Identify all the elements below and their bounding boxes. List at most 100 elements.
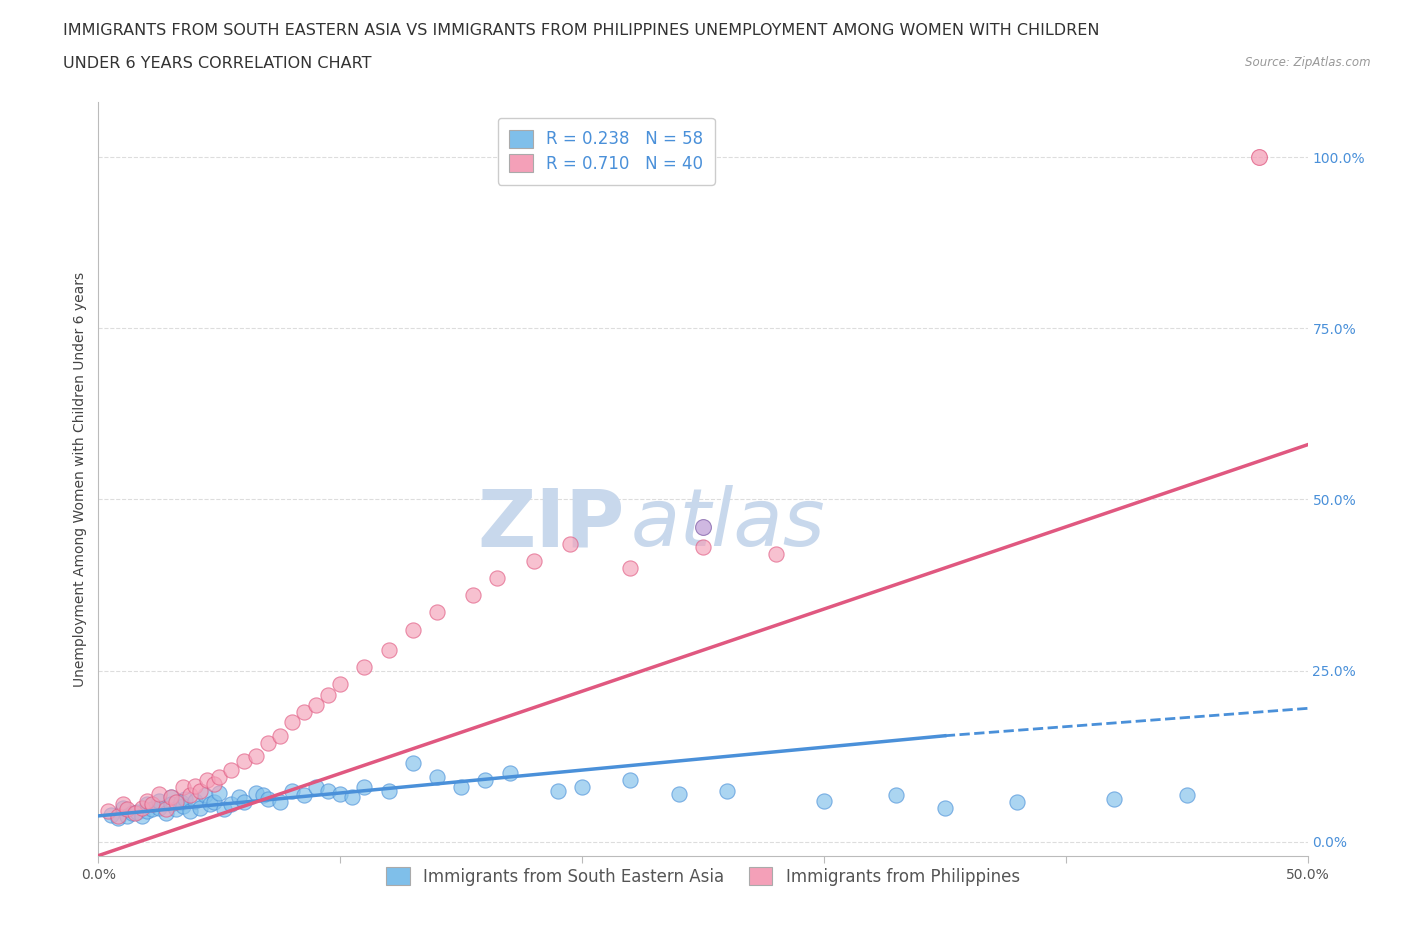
Point [174,792,197,807]
Point [765,547,787,562]
Point [692,540,714,555]
Point [135,793,157,808]
Point [269,795,291,810]
Point [934,800,956,815]
Point [1007,795,1029,810]
Point [353,660,375,675]
Point [107,808,129,823]
Point [619,773,641,788]
Point [141,797,163,812]
Point [232,795,254,810]
Point [172,779,194,794]
Point [292,704,315,719]
Point [692,520,714,535]
Point [474,773,496,788]
Point [228,790,250,804]
Point [1175,788,1198,803]
Point [281,714,304,729]
Point [402,622,425,637]
Point [377,783,399,798]
Point [204,795,226,810]
Point [353,779,375,794]
Point [169,795,191,810]
Point [195,773,218,788]
Point [426,769,449,784]
Point [281,783,304,798]
Point [121,805,143,820]
Point [111,800,134,815]
Point [131,808,153,823]
Point [245,749,267,764]
Point [97,804,120,818]
Point [212,802,235,817]
Point [813,793,835,808]
Point [198,797,221,812]
Point [402,756,425,771]
Point [221,797,243,812]
Point [204,777,226,791]
Point [256,736,278,751]
Point [117,808,139,823]
Point [135,804,157,818]
Point [107,811,129,826]
Point [188,800,211,815]
Point [131,800,153,815]
Point [208,769,231,784]
Point [141,802,163,817]
Point [486,571,509,586]
Point [292,788,315,803]
Point [426,605,449,620]
Point [305,779,328,794]
Point [194,788,217,803]
Point [148,787,170,802]
Text: Source: ZipAtlas.com: Source: ZipAtlas.com [1246,56,1371,69]
Point [208,785,231,800]
Point [558,537,581,551]
Point [179,788,201,803]
Point [316,783,339,798]
Point [155,805,177,820]
Text: atlas: atlas [630,485,825,564]
Point [886,788,908,803]
Point [269,728,291,743]
Point [342,790,364,804]
Text: UNDER 6 YEARS CORRELATION CHART: UNDER 6 YEARS CORRELATION CHART [63,56,371,71]
Point [523,553,546,568]
Point [172,799,194,814]
Y-axis label: Unemployment Among Women with Children Under 6 years: Unemployment Among Women with Children U… [73,272,87,686]
Point [305,698,328,712]
Point [111,797,134,812]
Point [148,793,170,808]
Point [188,783,211,798]
Point [232,753,254,768]
Point [160,790,183,804]
Point [1102,792,1125,807]
Text: ZIP: ZIP [477,485,624,564]
Point [160,790,183,804]
Point [1249,150,1271,165]
Point [329,677,352,692]
Point [127,804,149,819]
Point [450,779,472,794]
Point [463,588,485,603]
Point [160,797,183,812]
Point [100,807,122,822]
Point [547,783,569,798]
Point [221,763,243,777]
Point [377,643,399,658]
Point [148,800,170,815]
Point [716,783,738,798]
Point [165,802,187,817]
Point [179,804,201,818]
Point [252,788,274,803]
Point [117,802,139,817]
Legend: Immigrants from South Eastern Asia, Immigrants from Philippines: Immigrants from South Eastern Asia, Immi… [380,860,1026,893]
Point [619,561,641,576]
Point [184,793,207,808]
Point [165,795,187,810]
Text: IMMIGRANTS FROM SOUTH EASTERN ASIA VS IMMIGRANTS FROM PHILIPPINES UNEMPLOYMENT A: IMMIGRANTS FROM SOUTH EASTERN ASIA VS IM… [63,23,1099,38]
Point [135,797,157,812]
Point [316,687,339,702]
Point [256,792,278,807]
Point [498,766,520,781]
